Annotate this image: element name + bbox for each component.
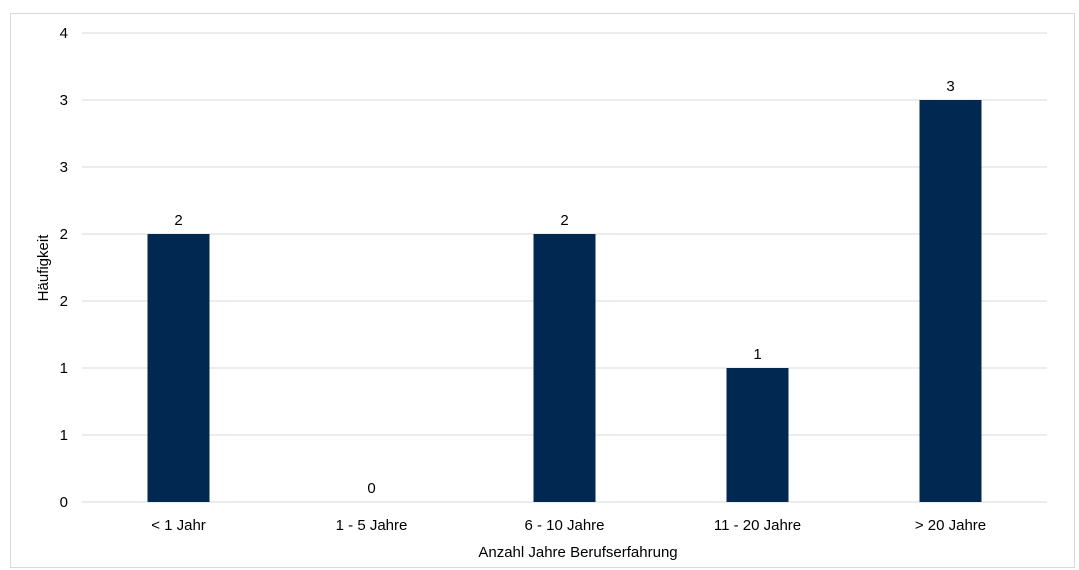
x-tick-label: < 1 Jahr [151, 517, 206, 534]
y-tick-label: 0 [60, 494, 68, 511]
y-axis-ticks: 0 1 1 2 2 3 3 4 [60, 25, 68, 511]
y-tick-label: 4 [60, 25, 68, 42]
x-tick-label: 6 - 10 Jahre [524, 517, 604, 534]
x-axis-ticks: < 1 Jahr 1 - 5 Jahre 6 - 10 Jahre 11 - 20 J… [151, 517, 986, 534]
y-tick-label: 3 [60, 92, 68, 109]
value-labels: 2 0 2 1 3 [174, 78, 954, 497]
data-label: 1 [753, 346, 761, 363]
y-tick-label: 1 [60, 360, 68, 377]
y-tick-label: 1 [60, 427, 68, 444]
x-tick-label: 1 - 5 Jahre [336, 517, 408, 534]
bars [147, 100, 982, 502]
x-tick-label: 11 - 20 Jahre [714, 517, 801, 534]
bar [147, 234, 210, 502]
y-axis-title: Häufigkeit [35, 234, 52, 302]
y-tick-label: 2 [60, 293, 68, 310]
data-label: 2 [174, 212, 182, 229]
x-tick-label: > 20 Jahre [915, 517, 986, 534]
y-tick-label: 2 [60, 226, 68, 243]
data-label: 3 [946, 78, 954, 95]
data-label: 2 [560, 212, 568, 229]
bar [726, 368, 789, 502]
data-label: 0 [367, 480, 375, 497]
y-tick-label: 3 [60, 159, 68, 176]
bar [919, 100, 982, 502]
x-axis-title: Anzahl Jahre Berufserfahrung [478, 544, 677, 561]
bar [533, 234, 596, 502]
